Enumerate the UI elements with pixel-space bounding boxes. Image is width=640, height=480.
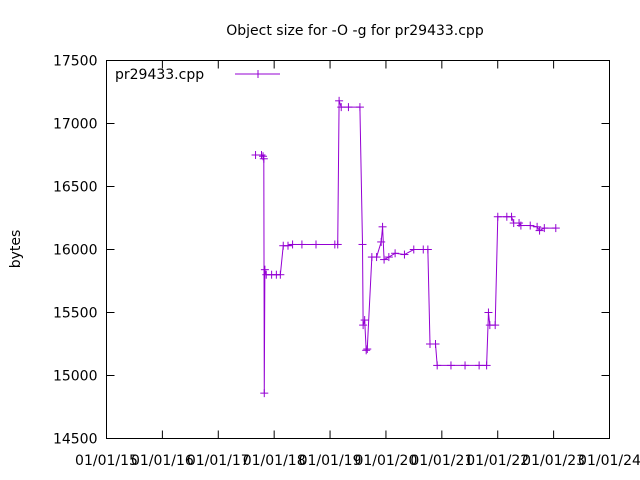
- x-tick-label: 01/01/22: [466, 453, 529, 469]
- legend: pr29433.cpp: [115, 67, 280, 83]
- data-point-marker: [491, 321, 500, 330]
- data-point-marker: [507, 212, 516, 221]
- x-tick-label: 01/01/17: [187, 453, 250, 469]
- data-point-marker: [378, 222, 387, 231]
- data-point-marker: [283, 241, 292, 250]
- x-tick-label: 01/01/15: [75, 453, 138, 469]
- x-tick-label: 01/01/19: [299, 453, 362, 469]
- y-tick-label: 16000: [53, 243, 98, 259]
- data-point-marker: [372, 253, 381, 262]
- data-point-marker: [493, 212, 502, 221]
- data-point-marker: [433, 361, 442, 370]
- data-point-marker: [335, 96, 344, 105]
- x-axis: 01/01/1501/01/1601/01/1701/01/1801/01/19…: [75, 60, 640, 469]
- data-point-marker: [362, 346, 371, 355]
- y-tick-label: 17000: [53, 117, 98, 133]
- series-layer: [251, 96, 560, 398]
- data-point-marker: [551, 224, 560, 233]
- y-axis-label: bytes: [8, 230, 24, 269]
- y-tick-label: 15000: [53, 369, 98, 385]
- data-point-marker: [360, 316, 369, 325]
- legend-label: pr29433.cpp: [115, 67, 204, 83]
- data-point-marker: [482, 361, 491, 370]
- data-point-marker: [461, 361, 470, 370]
- plot-area-frame: [106, 60, 610, 439]
- data-point-marker: [377, 237, 386, 246]
- data-point-marker: [516, 221, 525, 230]
- x-tick-label: 01/01/18: [243, 453, 306, 469]
- data-point-marker: [384, 253, 393, 262]
- y-tick-label: 16500: [53, 180, 98, 196]
- y-axis: 14500 15000 15500 16000 16500 17000 17500: [53, 54, 610, 448]
- x-tick-label: 01/01/24: [578, 453, 640, 469]
- data-point-marker: [363, 345, 372, 354]
- x-tick-label: 01/01/23: [522, 453, 585, 469]
- data-point-marker: [431, 340, 440, 348]
- data-point-marker: [358, 240, 367, 249]
- series-line: [255, 100, 556, 394]
- data-point-marker: [484, 308, 493, 317]
- data-point-marker: [337, 103, 346, 112]
- data-point-marker: [475, 361, 484, 370]
- data-point-marker: [380, 255, 389, 264]
- data-point-marker: [257, 151, 266, 159]
- x-tick-label: 01/01/21: [410, 453, 473, 469]
- data-point-marker: [400, 250, 409, 259]
- data-point-marker: [260, 265, 269, 274]
- y-tick-label: 14500: [53, 432, 98, 448]
- x-tick-label: 01/01/20: [354, 453, 417, 469]
- data-point-marker: [288, 240, 297, 249]
- data-point-marker: [260, 389, 269, 398]
- y-tick-label: 17500: [53, 54, 98, 70]
- data-point-marker: [259, 154, 268, 163]
- data-point-marker: [311, 240, 320, 249]
- data-point-marker: [344, 103, 353, 112]
- data-point-marker: [526, 221, 535, 230]
- data-point-marker: [297, 240, 306, 249]
- data-point-marker: [409, 245, 418, 254]
- x-tick-label: 01/01/16: [131, 453, 194, 469]
- data-point-marker: [359, 321, 368, 330]
- data-point-marker: [391, 249, 400, 258]
- data-point-marker: [540, 224, 549, 233]
- data-point-marker: [446, 361, 455, 370]
- chart-title: Object size for -O -g for pr29433.cpp: [226, 23, 484, 39]
- data-point-marker: [423, 245, 432, 254]
- data-point-marker: [333, 240, 342, 249]
- data-point-marker: [535, 226, 544, 235]
- data-point-marker: [355, 103, 364, 112]
- y-tick-label: 15500: [53, 306, 98, 322]
- data-point-marker: [276, 270, 285, 279]
